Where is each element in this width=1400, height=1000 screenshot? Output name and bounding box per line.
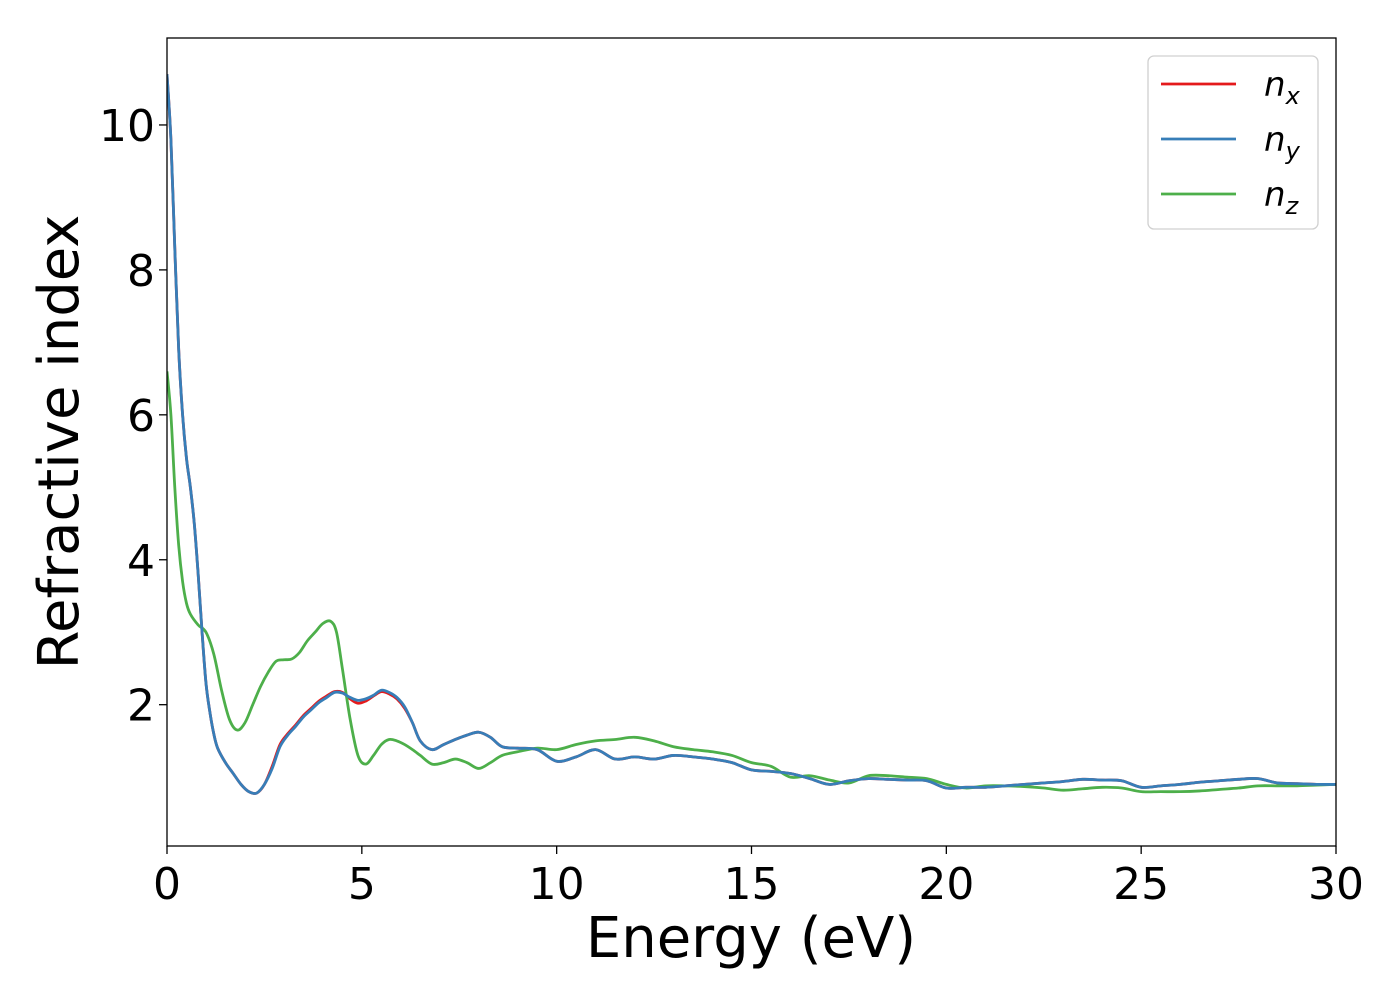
legend-label-base: n (1264, 120, 1286, 160)
y-tick-label: 4 (127, 536, 155, 587)
legend-box (1147, 55, 1319, 230)
x-tick-label: 5 (348, 859, 376, 910)
y-tick-label: 6 (127, 391, 155, 442)
legend-label-subscript: y (1285, 137, 1301, 165)
x-tick-label: 30 (1308, 859, 1364, 910)
y-tick-label: 10 (99, 101, 155, 152)
legend-label-y: ny (1264, 120, 1301, 165)
y-tick-label: 8 (127, 246, 155, 297)
legend-label-subscript: z (1285, 192, 1300, 220)
x-tick-label: 25 (1113, 859, 1169, 910)
x-tick-label: 0 (153, 859, 181, 910)
y-axis: 2 4 6 8 10 (99, 101, 167, 732)
legend-label-base: n (1264, 175, 1286, 215)
legend-label-base: n (1264, 65, 1286, 105)
y-tick-label: 2 (127, 681, 155, 732)
x-tick-label: 10 (529, 859, 585, 910)
x-axis: 0 5 10 15 20 25 30 (153, 846, 1364, 910)
legend-label-z: nz (1264, 175, 1300, 220)
x-axis-label: Energy (eV) (586, 906, 916, 971)
legend-label-x: nx (1264, 65, 1301, 110)
series-line-y (167, 74, 1336, 795)
x-tick-label: 20 (918, 859, 974, 910)
series-line-z (167, 371, 1336, 794)
x-tick-label: 15 (724, 859, 780, 910)
y-axis-label: Refractive index (27, 215, 92, 670)
legend-label-subscript: x (1285, 82, 1301, 110)
